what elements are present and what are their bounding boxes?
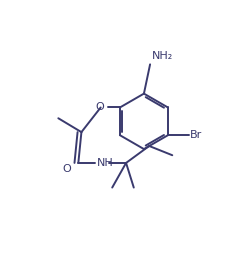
Text: O: O — [62, 164, 71, 174]
Text: NH₂: NH₂ — [152, 51, 173, 61]
Text: Br: Br — [190, 130, 203, 140]
Text: O: O — [96, 102, 105, 113]
Text: NH: NH — [97, 158, 114, 168]
